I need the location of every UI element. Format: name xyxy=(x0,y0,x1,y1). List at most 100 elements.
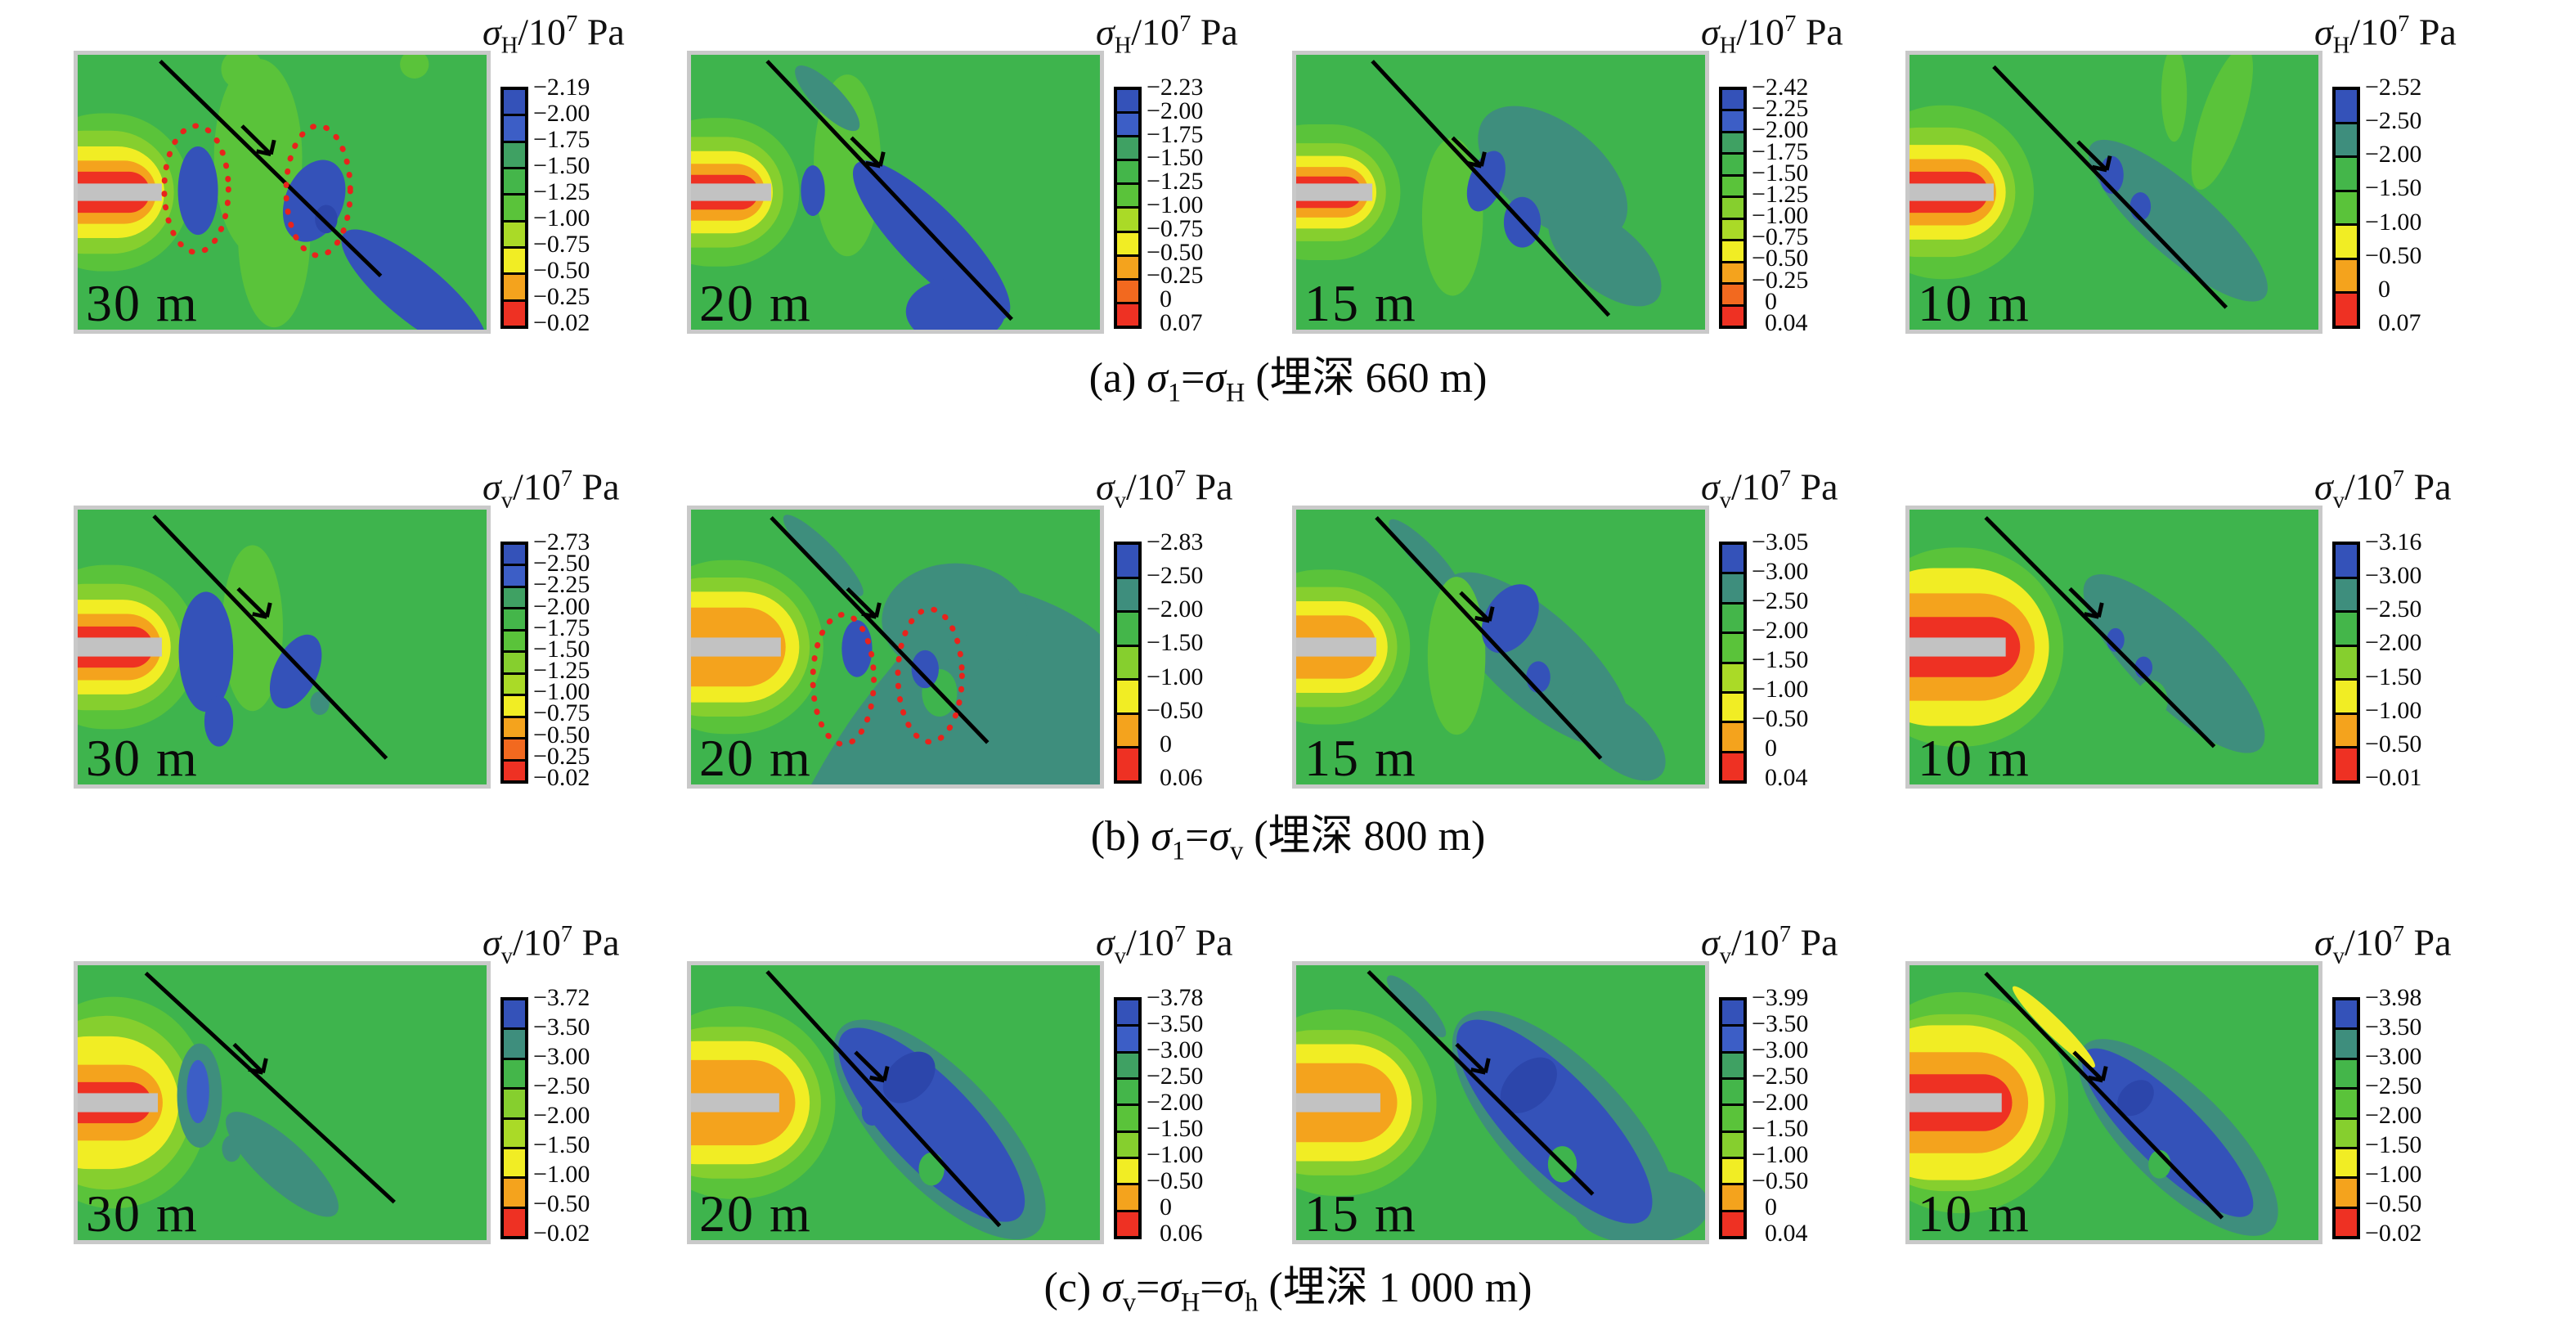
colorbar xyxy=(2332,87,2360,329)
colorbar-tick-label: −1.00 xyxy=(2365,208,2422,236)
colorbar-tick-label: −3.00 xyxy=(1752,1036,1809,1063)
colorbar-cell xyxy=(1722,173,1744,196)
colorbar-cell xyxy=(1722,303,1744,326)
colorbar-cell xyxy=(1117,644,1138,679)
fault-line xyxy=(1371,60,1611,317)
colorbar-cell xyxy=(1117,206,1138,231)
colorbar-cell xyxy=(1722,1024,1744,1051)
distance-label: 20 m xyxy=(699,274,812,332)
slip-arrow-icon xyxy=(854,1050,890,1083)
tunnel-bar xyxy=(691,637,781,657)
colorbar-tick-label: −0.75 xyxy=(533,699,590,727)
distance-label: 30 m xyxy=(86,729,199,787)
colorbar-cell xyxy=(1117,1103,1138,1130)
colorbar-cell xyxy=(1722,632,1744,662)
colorbar-tick-label: −2.19 xyxy=(533,74,590,101)
colorbar-cell xyxy=(1722,217,1744,240)
colorbar-cell xyxy=(504,1027,525,1058)
colorbar-cell xyxy=(1117,1156,1138,1184)
colorbar-tick-label: 0 xyxy=(1160,1193,1172,1220)
distance-label: 15 m xyxy=(1304,274,1417,332)
colorbar-cell xyxy=(2336,712,2357,747)
colorbar-tick-label: −1.25 xyxy=(533,657,590,685)
colorbar-legend: −3.78 −3.50 −3.00 −2.50 −2.00 −1.50 −1.00 −0.50… xyxy=(1114,984,1257,1247)
colorbar-tick-labels: −2.83 −2.50 −2.00 −1.50 −1.00 −0.50 0 0.06 xyxy=(1147,528,1257,791)
colorbar xyxy=(2332,997,2360,1239)
colorbar-cell xyxy=(2336,155,2357,190)
colorbar-cell xyxy=(1117,746,1138,781)
colorbar-cell xyxy=(2336,1027,2357,1058)
panel-a-30m: σH/107 Pa xyxy=(74,11,625,336)
colorbar-tick-label: −1.75 xyxy=(533,614,590,641)
contour-plot: 15 m xyxy=(1292,51,1709,334)
contour-plot: 20 m xyxy=(687,506,1104,789)
colorbar-cell xyxy=(504,1117,525,1147)
colorbar-tick-label: −1.75 xyxy=(1752,137,1809,165)
colorbar xyxy=(1719,87,1747,329)
colorbar-tick-label: −2.25 xyxy=(533,571,590,599)
colorbar-cell xyxy=(1722,1183,1744,1210)
colorbar xyxy=(500,87,528,329)
colorbar-cell xyxy=(504,272,525,299)
colorbar-cell xyxy=(2336,1057,2357,1088)
contour-plot: 30 m xyxy=(74,961,491,1244)
colorbar-cell xyxy=(504,564,525,586)
colorbar-cell xyxy=(504,585,525,608)
colorbar-tick-label: −3.98 xyxy=(2365,984,2422,1011)
colorbar-tick-label: −3.00 xyxy=(1752,558,1809,585)
slip-arrow-icon xyxy=(2076,140,2112,173)
colorbar xyxy=(2332,542,2360,784)
colorbar-tick-label: −3.50 xyxy=(533,1014,590,1041)
colorbar-cell xyxy=(504,672,525,694)
colorbar-tick-label: −0.75 xyxy=(1752,223,1809,251)
colorbar-tick-label: −0.50 xyxy=(2365,1190,2422,1217)
colorbar xyxy=(1114,997,1142,1239)
colorbar-tick-label: −2.50 xyxy=(2365,107,2422,135)
colorbar-tick-label: −2.00 xyxy=(2365,629,2422,657)
colorbar-tick-label: −1.00 xyxy=(1147,1141,1204,1168)
colorbar-tick-label: −0.25 xyxy=(1752,266,1809,294)
colorbar-cell xyxy=(504,715,525,738)
colorbar-tick-label: −2.00 xyxy=(1147,1089,1204,1116)
colorbar-cell xyxy=(1722,1130,1744,1157)
colorbar-cell xyxy=(1117,135,1138,160)
colorbar-tick-label: −2.00 xyxy=(2365,1102,2422,1129)
stress-contour-canvas xyxy=(691,965,1100,1240)
caption-b: (b) σ1=σv (埋深 800 m) xyxy=(1090,813,1486,865)
colorbar-cell xyxy=(504,628,525,651)
tunnel-bar xyxy=(1910,637,2006,657)
panel-c-15m: σv/107 Pa 15 m −3.99 −3.50 −3.00 −2.50 −2.00 xyxy=(1292,921,1838,1247)
colorbar-cell xyxy=(1117,159,1138,183)
colorbar-tick-label: 0.06 xyxy=(1160,764,1203,791)
panel-title: σv/107 Pa xyxy=(482,465,620,514)
colorbar-tick-label: −2.83 xyxy=(1147,528,1204,555)
colorbar-tick-label: −0.02 xyxy=(2365,1220,2422,1247)
stress-contour-canvas xyxy=(1296,55,1705,330)
colorbar-tick-label: −0.02 xyxy=(533,764,590,791)
caption-a: (a) σ1=σH (埋深 660 m) xyxy=(1088,355,1488,407)
colorbar-tick-labels: −3.05 −3.00 −2.50 −2.00 −1.50 −1.00 −0.50 0 0.04 xyxy=(1752,528,1862,791)
colorbar-tick-label: −0.50 xyxy=(1147,238,1204,266)
colorbar-cell xyxy=(504,1206,525,1236)
panel-title: σH/107 Pa xyxy=(2314,11,2457,59)
colorbar-cell xyxy=(1117,301,1138,326)
colorbar-tick-label: −3.50 xyxy=(1147,1010,1204,1037)
colorbar-cell xyxy=(1722,260,1744,283)
colorbar-tick-label: −0.50 xyxy=(1752,245,1809,272)
colorbar-tick-label: −0.01 xyxy=(2365,764,2422,791)
colorbar-cell xyxy=(1722,109,1744,131)
distance-label: 15 m xyxy=(1304,1184,1417,1243)
colorbar-cell xyxy=(504,90,525,115)
colorbar-cell xyxy=(1722,152,1744,174)
stress-contour-canvas xyxy=(1910,965,2318,1240)
colorbar-legend: −2.83 −2.50 −2.00 −1.50 −1.00 −0.50 0 0.06 xyxy=(1114,528,1257,791)
colorbar-tick-label: −2.50 xyxy=(533,1072,590,1099)
colorbar-cell xyxy=(2336,610,2357,645)
stress-contour-canvas xyxy=(691,510,1100,784)
panel-b-10m: σv/107 Pa 10 m −3.16 −3.00 −2.50 −2.00 −1.50… xyxy=(1905,465,2452,791)
colorbar-cell xyxy=(1117,678,1138,712)
colorbar-tick-labels: −2.73 −2.50 −2.25 −2.00 −1.75 −1.50 −1.25 −1.00… xyxy=(533,528,644,791)
colorbar-tick-label: −3.00 xyxy=(533,1043,590,1070)
panel-c-10m: σv/107 Pa 10 m −3.98 −3.50 −3.00 −2.50 −2.00 xyxy=(1905,921,2452,1247)
fault-line xyxy=(1992,65,2228,309)
